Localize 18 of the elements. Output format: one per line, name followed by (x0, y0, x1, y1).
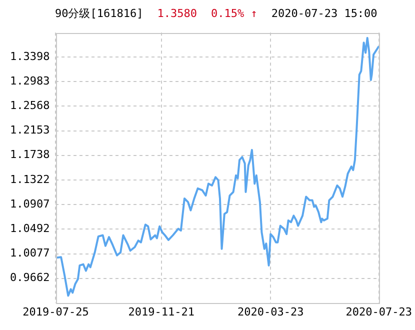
x-tick-label: 2019-11-21 (128, 305, 194, 318)
y-tick-label: 1.2983 (10, 74, 50, 88)
text: 0.15% ↑ (210, 7, 258, 20)
y-tick-label: 1.3398 (10, 50, 50, 63)
y-tick-label: 0.9662 (10, 271, 50, 284)
y-tick-label: 1.2153 (10, 124, 50, 137)
y-tick-label: 1.0907 (10, 197, 50, 210)
x-tick-label: 2020-07-23 (346, 305, 412, 318)
y-tick-label: 1.0077 (10, 246, 50, 260)
y-tick-label: 1.2568 (10, 99, 50, 112)
y-tick-label: 1.1738 (10, 148, 50, 162)
x-tick-label: 2020-03-23 (237, 305, 304, 318)
text: 1.3580 (157, 7, 197, 20)
x-tick-label: 2019-07-25 (22, 305, 89, 318)
chart-title: 90分级[161816] (55, 7, 144, 20)
text: 2020-07-23 15:00 (271, 7, 378, 20)
y-tick-label: 1.1322 (10, 172, 50, 186)
y-tick-label: 1.0492 (10, 222, 50, 236)
